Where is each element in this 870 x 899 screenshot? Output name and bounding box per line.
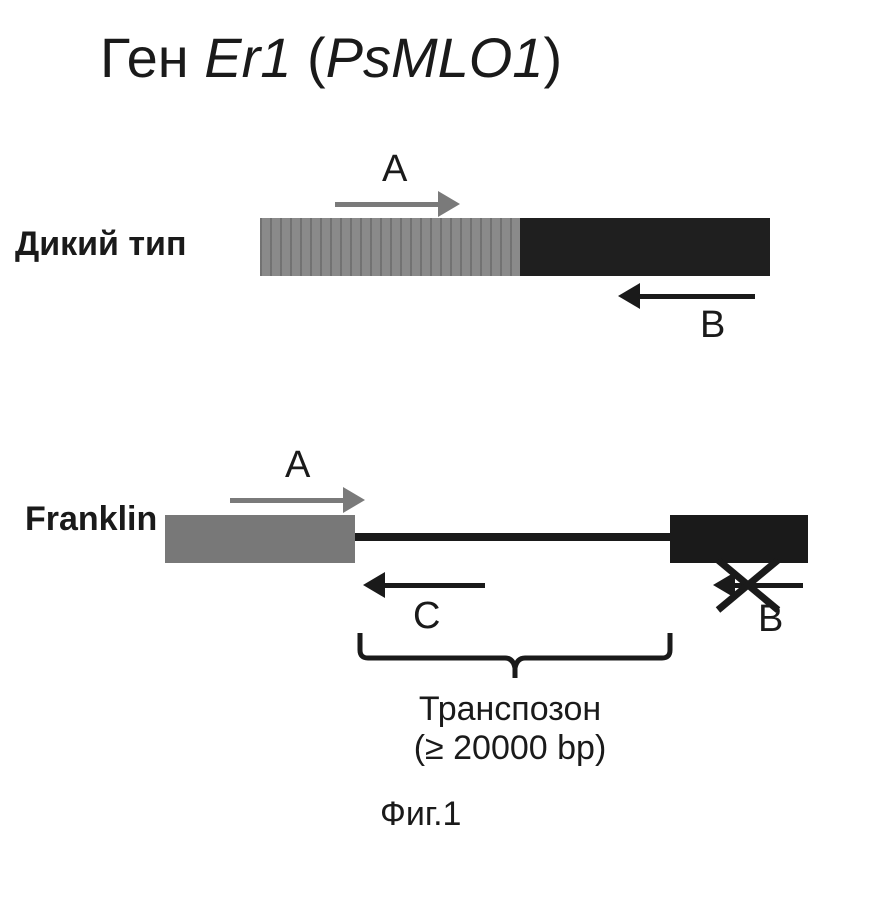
title-gene: Ген [100,26,189,89]
primer-arrow-A-wt-head [438,191,460,217]
title-er1: Er1 [204,26,291,89]
diagram-title: Ген Er1 (PsMLO1) [100,25,562,90]
primer-arrow-B-wt-shaft [640,294,755,299]
figure-caption: Фиг.1 [380,795,461,834]
transposon-bracket [355,628,675,683]
primer-arrow-C-franklin-head [363,572,385,598]
primer-arrow-B-wt-head [618,283,640,309]
transposon-label: Транспозон (≥ 20000 bp) [340,690,680,768]
title-paren-open: ( [307,26,326,89]
wild-type-gene [260,218,770,276]
transposon-label-line2: (≥ 20000 bp) [340,729,680,768]
primer-arrow-A-wt-shaft [335,202,440,207]
primer-arrow-A-franklin-shaft [230,498,345,503]
franklin-transposon-line [355,533,670,541]
primer-label-B-franklin: B [758,598,783,641]
wt-segment-right [520,218,770,276]
title-paren-close: ) [543,26,562,89]
primer-arrow-A-franklin-head [343,487,365,513]
franklin-gene [165,515,805,573]
transposon-label-line1: Транспозон [340,690,680,729]
primer-arrow-C-franklin-shaft [385,583,485,588]
primer-label-B-wt: B [700,304,725,347]
franklin-label: Franklin [25,500,157,539]
franklin-segment-left [165,515,355,563]
primer-label-A-wt: A [382,148,407,191]
wild-type-label: Дикий тип [15,225,186,264]
wt-segment-left [260,218,520,276]
primer-label-A-franklin: A [285,444,310,487]
title-psmlo: PsMLO1 [326,26,544,89]
